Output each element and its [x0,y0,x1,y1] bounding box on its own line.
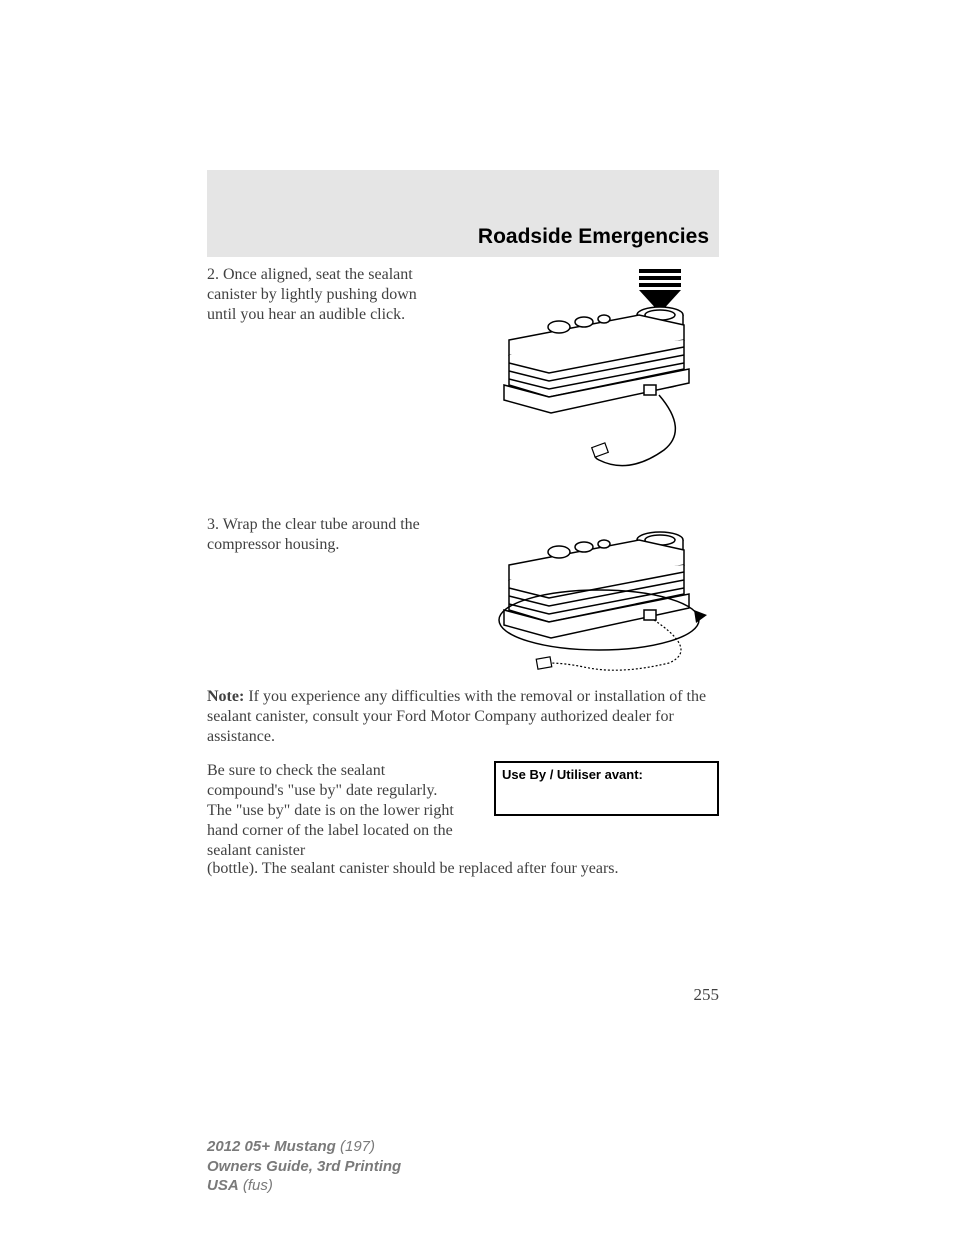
step-3-row: 3. Wrap the clear tube around the compre… [207,515,719,675]
footer-line-3: USA (fus) [207,1176,401,1196]
note-block: Note: If you experience any difficulties… [207,687,719,747]
section-title: Roadside Emergencies [478,225,709,249]
page-number: 255 [694,985,720,1005]
check-text-part1: Be sure to check the sealant compound's … [207,761,457,861]
page-content: 2. Once aligned, seat the sealant canist… [207,265,719,879]
section-header-bar: Roadside Emergencies [207,170,719,257]
note-label: Note: [207,688,244,705]
use-by-box: Use By / Utiliser avant: [494,761,719,816]
footer-code: (197) [336,1138,375,1155]
footer-line-2: Owners Guide, 3rd Printing [207,1157,401,1177]
footer-region-code: (fus) [239,1177,273,1194]
footer-line-1: 2012 05+ Mustang (197) [207,1137,401,1157]
note-text: If you experience any difficulties with … [207,688,706,745]
check-row: Be sure to check the sealant compound's … [207,761,719,861]
footer-region: USA [207,1177,239,1194]
check-text-part2: (bottle). The sealant canister should be… [207,859,719,879]
footer-model: 2012 05+ Mustang [207,1138,336,1155]
step-3-illustration [489,515,719,675]
use-by-label: Use By / Utiliser avant: [502,767,711,782]
step-2-illustration [489,265,719,475]
step-2-text: 2. Once aligned, seat the sealant canist… [207,265,447,325]
step-2-row: 2. Once aligned, seat the sealant canist… [207,265,719,475]
step-3-text: 3. Wrap the clear tube around the compre… [207,515,447,555]
page-footer: 2012 05+ Mustang (197) Owners Guide, 3rd… [207,1137,401,1196]
